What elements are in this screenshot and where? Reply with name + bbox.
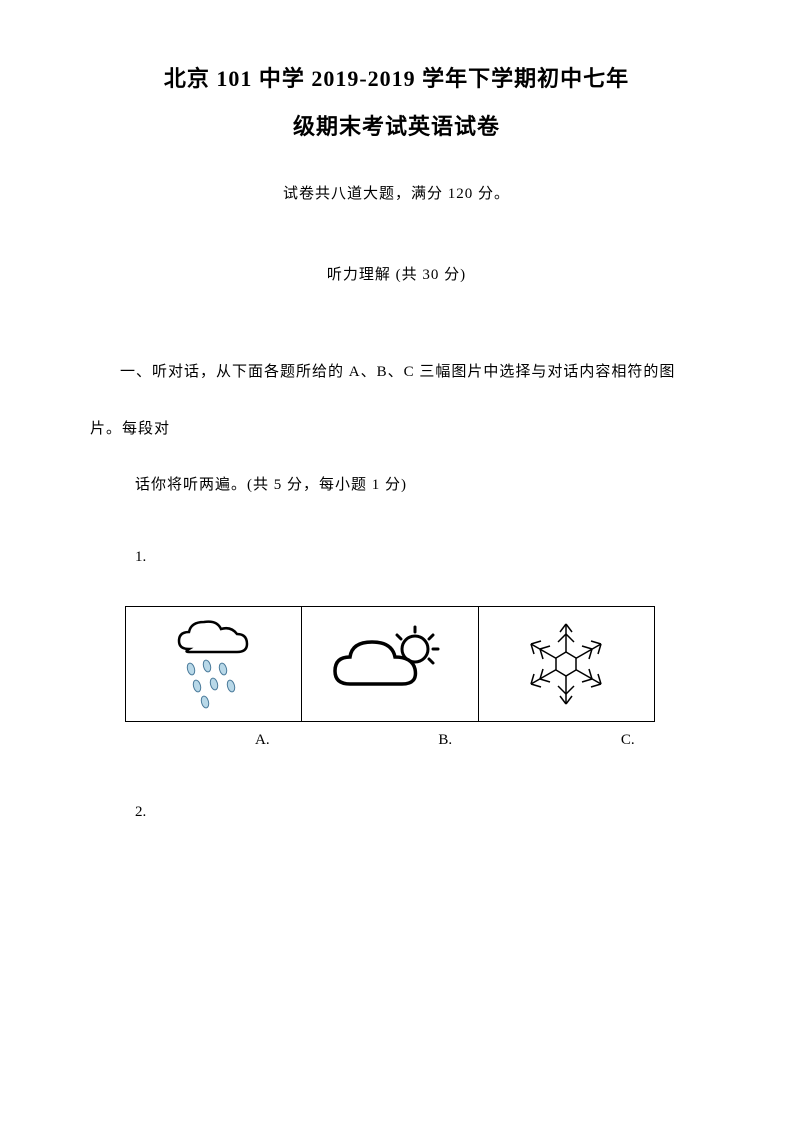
options-table <box>125 606 655 722</box>
option-c-cell <box>478 606 654 721</box>
exam-title-line2: 级期末考试英语试卷 <box>90 103 703 151</box>
option-a-cell <box>126 606 302 721</box>
exam-title-line1: 北京 101 中学 2019-2019 学年下学期初中七年 <box>90 55 703 103</box>
option-b-cell <box>302 606 478 721</box>
option-b-label: B. <box>438 732 452 749</box>
snowflake-icon <box>479 607 654 721</box>
option-c-label: C. <box>621 732 635 749</box>
option-labels-row: A. B. C. <box>125 732 703 749</box>
section-title: 听力理解 (共 30 分) <box>90 263 703 284</box>
section-instruction: 一、听对话，从下面各题所给的 A、B、C 三幅图片中选择与对话内容相符的图片。每… <box>90 344 703 458</box>
rain-cloud-icon <box>126 607 301 721</box>
question-1-number: 1. <box>90 549 703 566</box>
section-sub-instruction: 话你将听两遍。(共 5 分，每小题 1 分) <box>90 473 703 494</box>
question-2-number: 2. <box>90 804 703 821</box>
option-a-label: A. <box>255 732 270 749</box>
sun-cloud-icon <box>302 607 477 721</box>
exam-subtitle: 试卷共八道大题，满分 120 分。 <box>90 182 703 203</box>
